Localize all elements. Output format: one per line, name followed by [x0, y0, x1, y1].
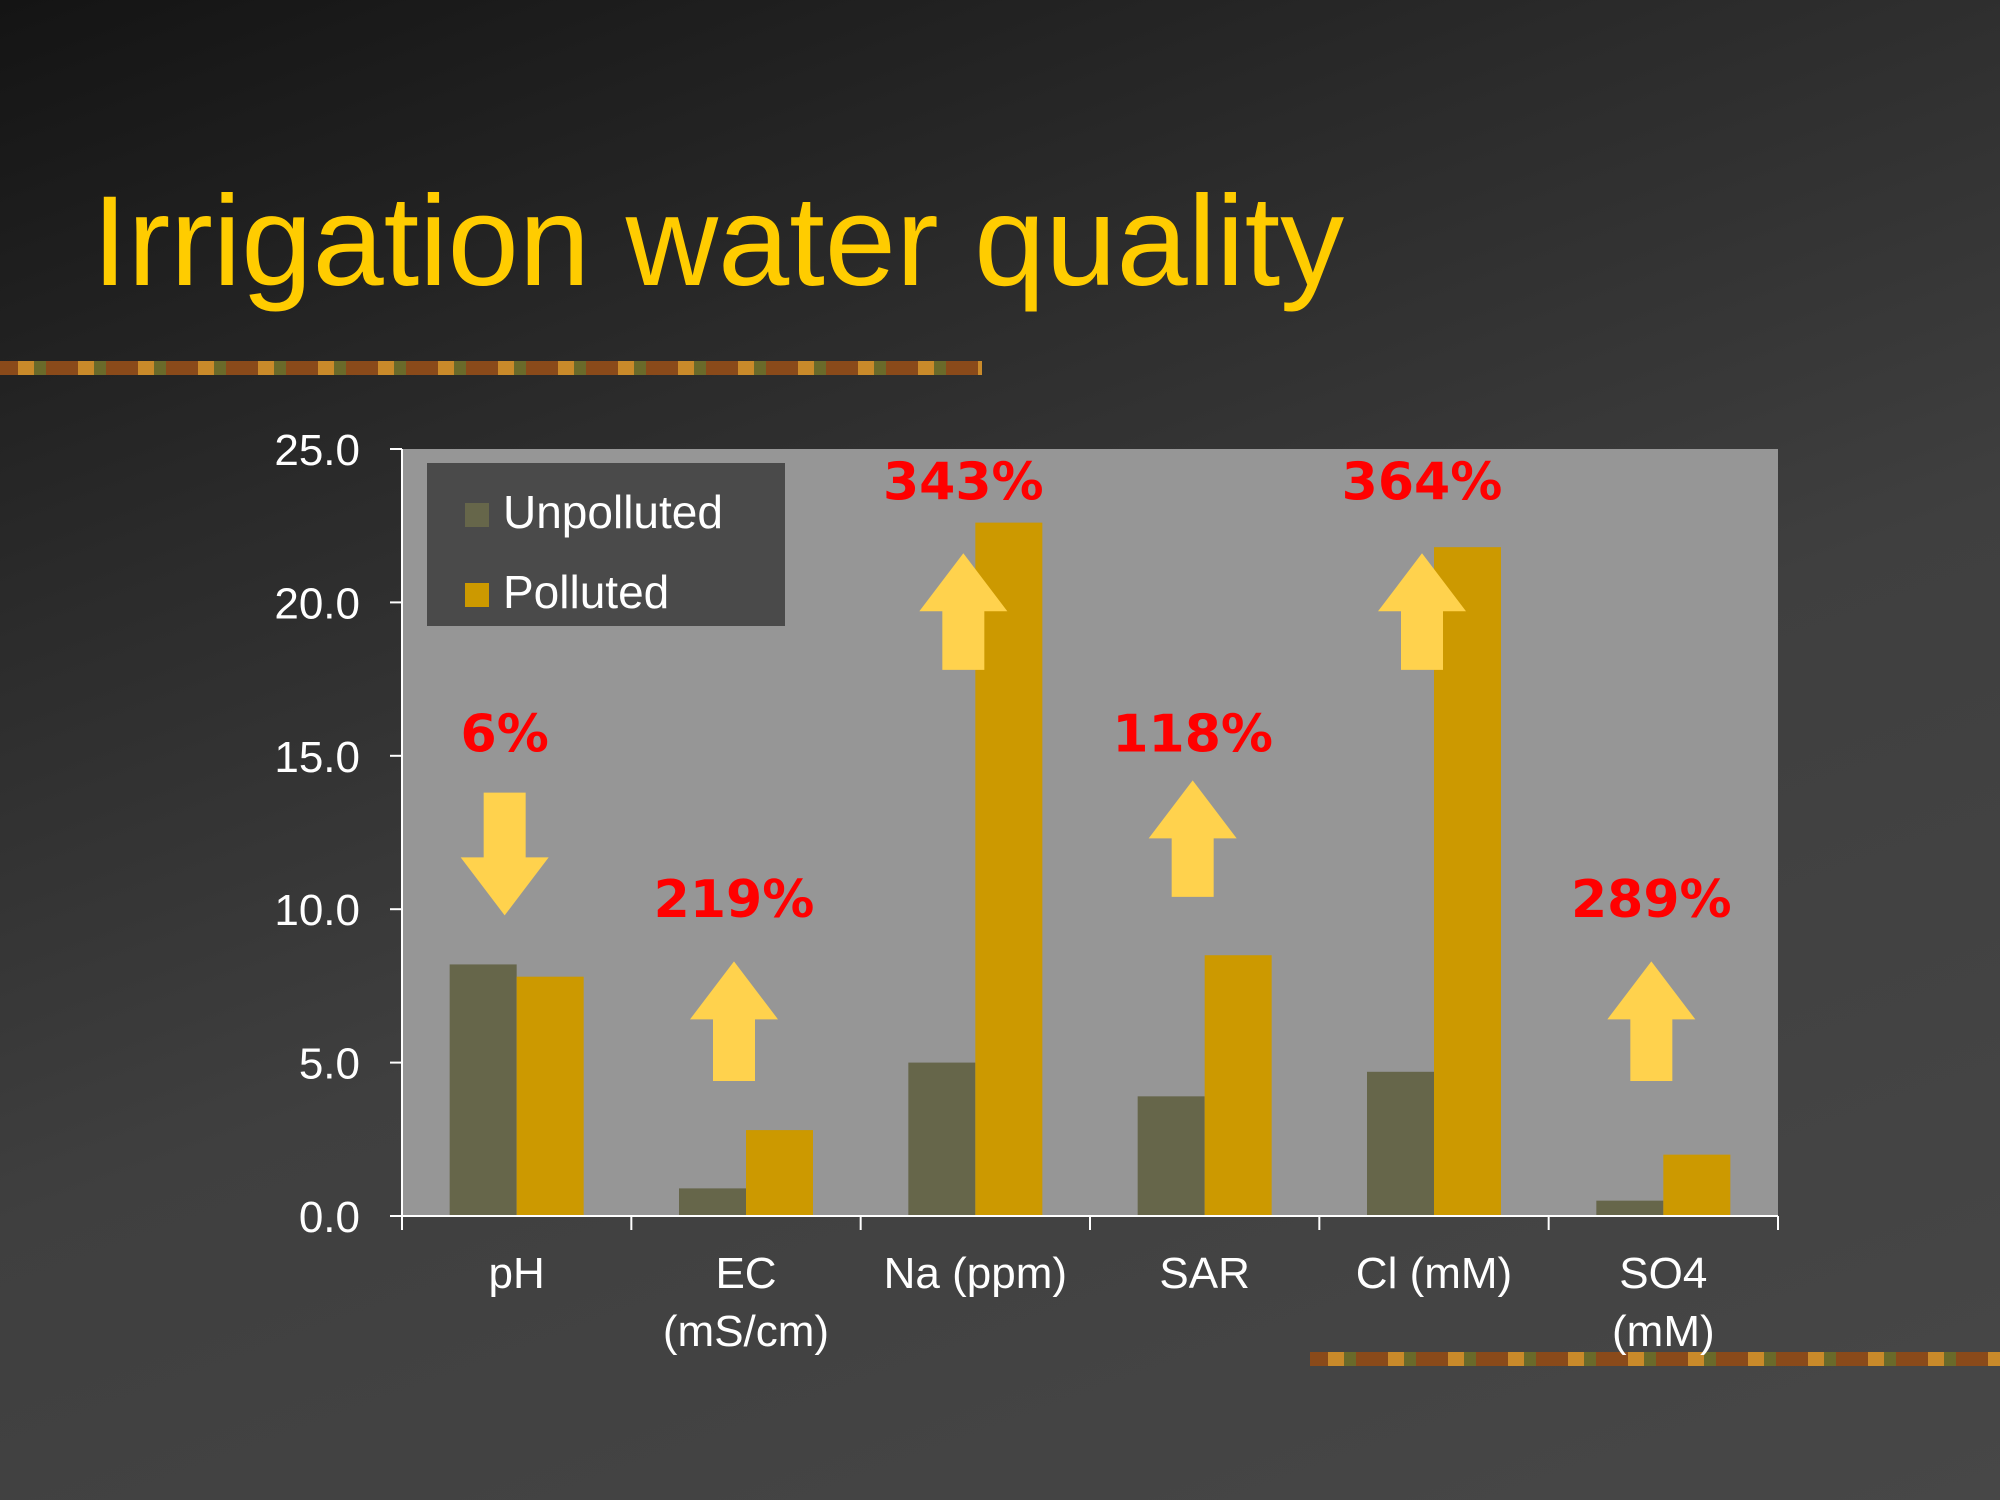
y-tick-label: 10.0 — [274, 886, 360, 935]
change-label-so4-mm: 289% — [1571, 870, 1732, 930]
arrow-up-na-ppm-icon — [919, 553, 1008, 670]
y-tick-label: 20.0 — [274, 579, 360, 628]
change-label-cl-mm: 364% — [1342, 453, 1503, 513]
bar-polluted-sar — [1204, 955, 1272, 1216]
bar-polluted-na-ppm — [975, 522, 1043, 1216]
legend-swatch-polluted — [465, 583, 489, 607]
legend-swatch-unpolluted — [465, 503, 489, 527]
bar-polluted-so4-mm — [1663, 1154, 1731, 1216]
x-tick-label-na-ppm: Na (ppm) — [884, 1249, 1067, 1298]
bar-unpolluted-so4-mm — [1596, 1200, 1664, 1216]
bar-polluted-ph — [516, 976, 584, 1216]
bar-unpolluted-cl-mm — [1367, 1071, 1434, 1216]
change-label-sar: 118% — [1112, 704, 1273, 764]
arrow-down-ph-icon — [460, 792, 549, 916]
x-tick-label-cl-mm: Cl (mM) — [1356, 1249, 1512, 1298]
slide-title: Irrigation water quality — [92, 170, 1345, 313]
change-label-ec-ms-cm: 219% — [654, 870, 815, 930]
decorative-stripe-bottom — [1310, 1352, 2000, 1366]
y-tick-label: 5.0 — [299, 1040, 360, 1089]
x-tick-label-ec-ms-cm: EC (mS/cm) — [663, 1249, 829, 1356]
legend-label-polluted: Polluted — [503, 566, 669, 618]
x-tick-label-sar: SAR — [1159, 1249, 1249, 1298]
x-tick-label-ph: pH — [489, 1249, 545, 1298]
arrow-up-so4-mm-icon — [1607, 961, 1696, 1082]
change-label-na-ppm: 343% — [883, 453, 1044, 513]
bar-polluted-cl-mm — [1434, 547, 1501, 1216]
y-tick-label: 25.0 — [274, 426, 360, 475]
bar-polluted-ec-ms-cm — [746, 1130, 813, 1216]
legend-label-unpolluted: Unpolluted — [503, 486, 723, 538]
change-label-ph: 6% — [461, 704, 549, 764]
arrow-up-ec-ms-cm-icon — [690, 961, 778, 1082]
arrow-up-cl-mm-icon — [1378, 553, 1466, 670]
bar-unpolluted-ph — [449, 964, 517, 1216]
bar-unpolluted-sar — [1137, 1096, 1205, 1216]
bar-unpolluted-na-ppm — [908, 1062, 976, 1216]
y-tick-label: 15.0 — [274, 733, 360, 782]
decorative-stripe-top — [0, 361, 982, 375]
y-tick-label: 0.0 — [299, 1193, 360, 1242]
x-tick-label-so4-mm: SO4 (mM) — [1612, 1249, 1715, 1356]
arrow-up-sar-icon — [1148, 780, 1237, 897]
bar-unpolluted-ec-ms-cm — [679, 1188, 746, 1216]
